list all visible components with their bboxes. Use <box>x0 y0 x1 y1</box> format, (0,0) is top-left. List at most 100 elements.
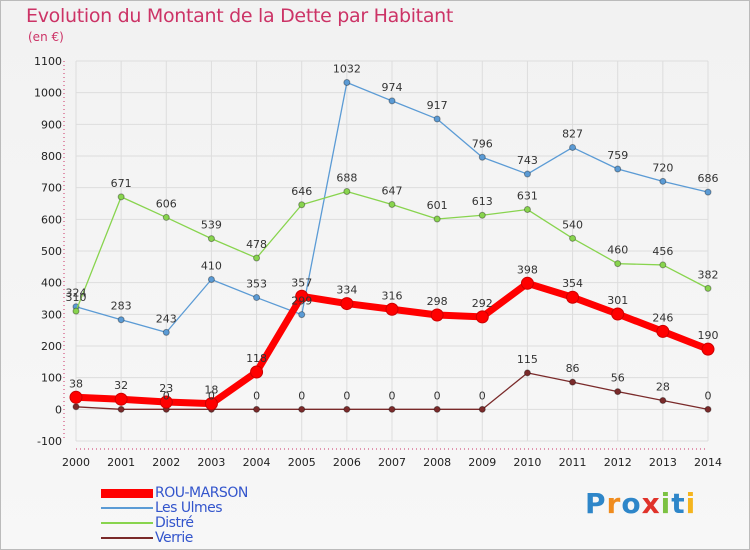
data-label: 1032 <box>333 63 361 76</box>
data-label: 647 <box>382 184 403 197</box>
data-point <box>298 311 306 319</box>
legend-swatch <box>101 488 153 498</box>
data-label: 686 <box>698 172 719 185</box>
y-tick-label: 400 <box>41 277 62 290</box>
data-label: 32 <box>114 379 128 392</box>
x-tick-label: 2010 <box>513 456 541 469</box>
x-tick-label: 2008 <box>423 456 451 469</box>
legend-label: Les Ulmes <box>155 500 223 516</box>
logo-letter: o <box>621 487 642 520</box>
legend-item: Les Ulmes <box>101 500 341 516</box>
data-label: 382 <box>698 268 719 281</box>
x-tick-label: 2001 <box>107 456 135 469</box>
y-tick-label: 700 <box>41 182 62 195</box>
data-point <box>704 284 712 292</box>
legend-swatch <box>101 507 153 509</box>
data-label: 613 <box>472 195 493 208</box>
y-tick-label: 900 <box>41 118 62 131</box>
x-tick-label: 2003 <box>197 456 225 469</box>
data-point <box>433 215 441 223</box>
legend-swatch <box>101 522 153 524</box>
y-tick-label: 1000 <box>34 87 62 100</box>
data-label: 759 <box>607 149 628 162</box>
data-label: 18 <box>204 384 218 397</box>
data-point <box>523 206 531 214</box>
data-label: 0 <box>705 389 712 402</box>
data-label: 301 <box>607 294 628 307</box>
data-label: 410 <box>201 260 222 273</box>
data-point <box>433 115 441 123</box>
data-point <box>611 307 625 321</box>
data-point <box>69 390 83 404</box>
y-tick-label: 0 <box>55 403 62 416</box>
data-point <box>659 396 667 404</box>
data-label: 0 <box>343 389 350 402</box>
data-point <box>704 405 712 413</box>
logo-letter: t <box>671 487 686 520</box>
data-point <box>162 213 170 221</box>
data-point <box>704 188 712 196</box>
data-label: 606 <box>156 197 177 210</box>
data-label: 743 <box>517 154 538 167</box>
data-label: 0 <box>298 389 305 402</box>
x-tick-label: 2014 <box>694 456 722 469</box>
data-point <box>523 369 531 377</box>
chart-title: Evolution du Montant de la Dette par Hab… <box>26 5 454 27</box>
data-label: 357 <box>291 276 312 289</box>
data-point <box>388 97 396 105</box>
data-label: 316 <box>382 289 403 302</box>
data-label: 671 <box>111 177 132 190</box>
data-label: 283 <box>111 300 132 313</box>
data-point <box>295 289 309 303</box>
data-label: 298 <box>427 295 448 308</box>
y-tick-label: 1100 <box>34 55 62 68</box>
legend-item: Distré <box>101 515 341 531</box>
data-point <box>388 405 396 413</box>
data-label: 299 <box>291 295 312 308</box>
x-tick-label: 2005 <box>288 456 316 469</box>
data-point <box>520 276 534 290</box>
data-label: 324 <box>66 287 87 300</box>
data-point <box>478 405 486 413</box>
legend-label: Verrie <box>155 530 193 546</box>
data-point <box>701 342 715 356</box>
data-label: 0 <box>208 389 215 402</box>
data-point <box>388 200 396 208</box>
data-label: 86 <box>566 362 580 375</box>
data-label: 0 <box>389 389 396 402</box>
logo-letter: P <box>585 487 607 520</box>
data-label: 23 <box>159 382 173 395</box>
legend-item: Verrie <box>101 530 341 546</box>
data-point <box>72 307 80 315</box>
x-tick-label: 2004 <box>243 456 271 469</box>
data-point <box>430 308 444 322</box>
data-point <box>659 177 667 185</box>
x-tick-label: 2000 <box>62 456 90 469</box>
x-tick-label: 2006 <box>333 456 361 469</box>
data-label: 190 <box>698 329 719 342</box>
data-point <box>343 79 351 87</box>
data-label: 115 <box>517 353 538 366</box>
x-tick-label: 2007 <box>378 456 406 469</box>
data-label: 631 <box>517 190 538 203</box>
data-point <box>659 261 667 269</box>
data-label: 353 <box>246 278 267 291</box>
x-tick-label: 2011 <box>559 456 587 469</box>
data-point <box>475 310 489 324</box>
data-point <box>478 153 486 161</box>
data-label: 0 <box>253 389 260 402</box>
x-tick-label: 2013 <box>649 456 677 469</box>
data-label: 56 <box>611 372 625 385</box>
data-point <box>159 395 173 409</box>
data-point <box>656 324 670 338</box>
legend-item: ROU-MARSON <box>101 485 341 501</box>
data-label: 246 <box>652 311 673 324</box>
data-point <box>117 316 125 324</box>
y-tick-label: 600 <box>41 213 62 226</box>
data-label: 118 <box>246 352 267 365</box>
data-point <box>433 405 441 413</box>
data-label: 38 <box>69 377 83 390</box>
data-point <box>253 254 261 262</box>
